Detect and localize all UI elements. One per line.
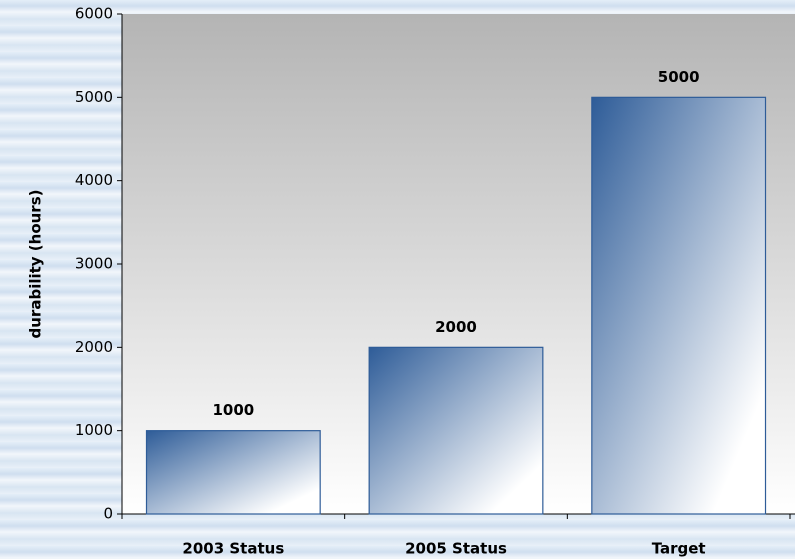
- y-tick-label: 3000: [75, 255, 113, 273]
- x-tick-label: 2003 Status: [182, 540, 284, 558]
- bar: [368, 346, 544, 515]
- data-label: 1000: [212, 401, 254, 419]
- y-tick-label: 6000: [75, 5, 113, 23]
- x-tick-label: 2005 Status: [405, 540, 507, 558]
- data-label: 5000: [658, 68, 700, 86]
- bar: [145, 430, 321, 515]
- y-tick-label: 0: [103, 505, 113, 523]
- y-tick-label: 5000: [75, 88, 113, 106]
- bar: [591, 96, 767, 515]
- y-axis-label: durability (hours): [27, 190, 45, 339]
- y-tick-label: 4000: [75, 171, 113, 189]
- y-tick-label: 2000: [75, 338, 113, 356]
- x-tick-label: Target: [652, 540, 706, 558]
- data-label: 2000: [435, 318, 477, 336]
- y-tick-label: 1000: [75, 421, 113, 439]
